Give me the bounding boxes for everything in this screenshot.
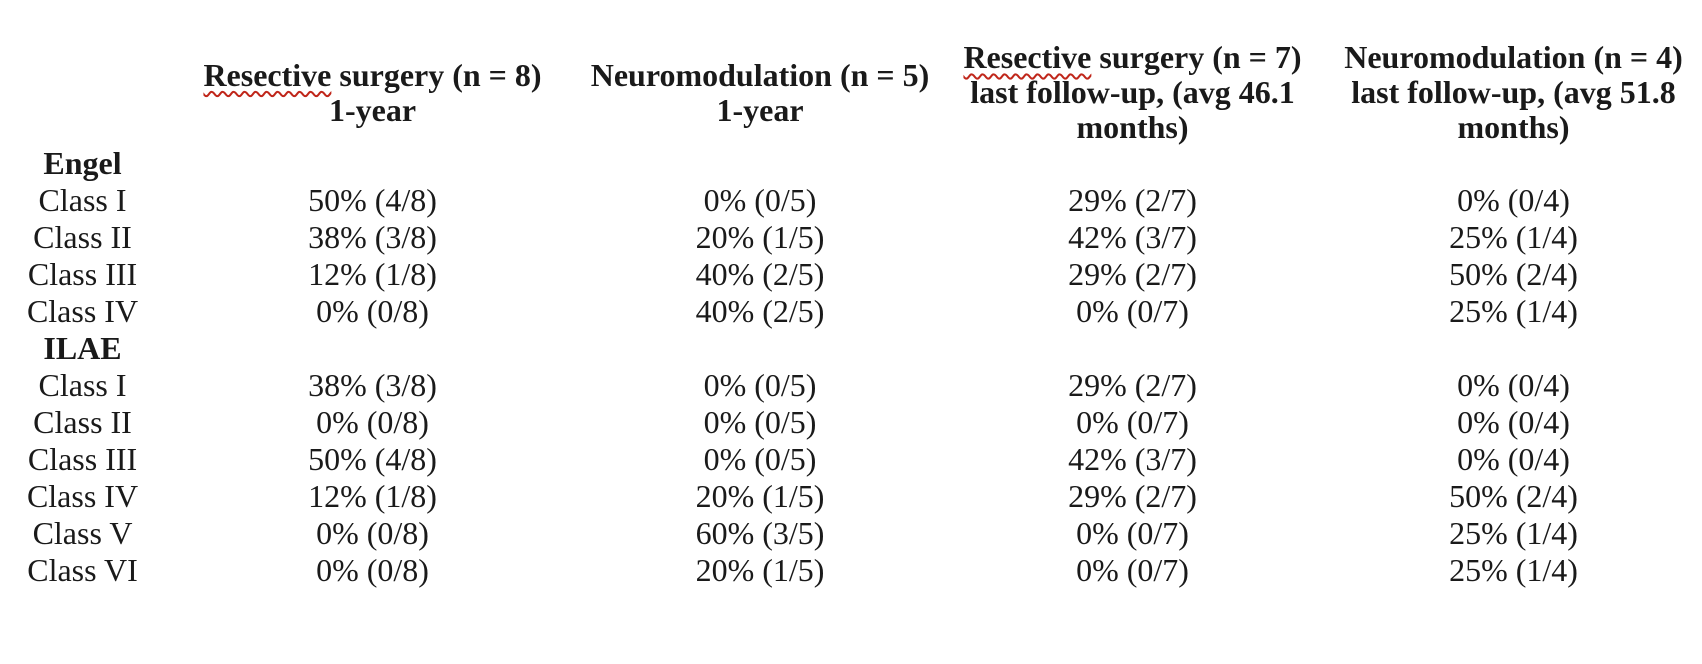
value-cell: 0% (0/7) bbox=[1076, 552, 1189, 588]
data-row: Class IV 12% (1/8) 20% (1/5) 29% (2/7) 50% (… bbox=[0, 478, 1702, 515]
empty-cell bbox=[580, 330, 940, 367]
section-label: Engel bbox=[43, 145, 122, 181]
header-line: 1-year bbox=[716, 91, 804, 128]
misspelled-word: Resective bbox=[203, 56, 332, 93]
header-corner-cell bbox=[0, 0, 165, 145]
value-cell: 42% (3/7) bbox=[1068, 219, 1197, 255]
value-cell: 20% (1/5) bbox=[695, 219, 825, 255]
data-row: Class I 50% (4/8) 0% (0/5) 29% (2/7) 0% (0/4… bbox=[0, 182, 1702, 219]
value-cell: 50% (2/4) bbox=[1449, 256, 1578, 292]
value-cell: 0% (0/8) bbox=[316, 293, 429, 329]
outcomes-table: Resective surgery (n = 8) 1-year Neuromodu… bbox=[0, 0, 1702, 589]
data-row: Class II 38% (3/8) 20% (1/5) 42% (3/7) 25% (… bbox=[0, 219, 1702, 256]
row-label: Class III bbox=[27, 441, 138, 477]
header-line: last follow-up, (avg 51.8 bbox=[1351, 74, 1676, 110]
value-cell: 50% (4/8) bbox=[308, 441, 437, 477]
value-cell: 12% (1/8) bbox=[308, 256, 437, 292]
value-cell: 38% (3/8) bbox=[308, 219, 437, 255]
header-line: last follow-up, (avg 46.1 bbox=[970, 74, 1295, 110]
column-header-neuromodulation-last-follow-up: Neuromodulation (n = 4) last follow-up, (… bbox=[1325, 0, 1702, 145]
row-label: Class I bbox=[38, 182, 127, 218]
value-cell: 0% (0/7) bbox=[1076, 515, 1189, 551]
value-cell: 0% (0/5) bbox=[703, 367, 817, 403]
header-line: months) bbox=[1076, 109, 1189, 145]
column-header-neuromodulation-1-year: Neuromodulation (n = 5) 1-year bbox=[580, 0, 940, 145]
value-cell: 0% (0/5) bbox=[703, 404, 817, 440]
data-row: Class I 38% (3/8) 0% (0/5) 29% (2/7) 0% (0/4… bbox=[0, 367, 1702, 404]
section-row-ilae: ILAE bbox=[0, 330, 1702, 367]
empty-cell bbox=[940, 145, 1325, 182]
data-row: Class VI 0% (0/8) 20% (1/5) 0% (0/7) 25% (1/… bbox=[0, 552, 1702, 589]
value-cell: 42% (3/7) bbox=[1068, 441, 1197, 477]
table-body: Engel Class I 50% (4/8) 0% (0/5) 29% (2/7) 0%… bbox=[0, 145, 1702, 589]
value-cell: 20% (1/5) bbox=[695, 552, 825, 588]
data-row: Class III 12% (1/8) 40% (2/5) 29% (2/7) 50% … bbox=[0, 256, 1702, 293]
header-line: Resective surgery (n = 8) bbox=[203, 56, 542, 93]
header-row: Resective surgery (n = 8) 1-year Neuromodu… bbox=[0, 0, 1702, 145]
row-label: Class VI bbox=[27, 552, 138, 588]
data-row: Class V 0% (0/8) 60% (3/5) 0% (0/7) 25% (1/4… bbox=[0, 515, 1702, 552]
row-label: Class IV bbox=[26, 293, 139, 329]
row-label: Class IV bbox=[26, 478, 139, 514]
value-cell: 0% (0/4) bbox=[1457, 404, 1570, 440]
value-cell: 0% (0/5) bbox=[703, 182, 817, 218]
empty-cell bbox=[1325, 330, 1702, 367]
value-cell: 0% (0/4) bbox=[1457, 441, 1570, 477]
value-cell: 12% (1/8) bbox=[308, 478, 437, 514]
value-cell: 25% (1/4) bbox=[1449, 293, 1578, 329]
data-row: Class II 0% (0/8) 0% (0/5) 0% (0/7) 0% (0/4) bbox=[0, 404, 1702, 441]
value-cell: 50% (2/4) bbox=[1449, 478, 1578, 514]
header-line: Resective surgery (n = 7) bbox=[963, 39, 1302, 75]
value-cell: 0% (0/8) bbox=[316, 515, 429, 551]
value-cell: 0% (0/7) bbox=[1076, 293, 1189, 329]
row-label: Class V bbox=[32, 515, 133, 551]
row-label: Class III bbox=[27, 256, 138, 292]
section-label: ILAE bbox=[43, 330, 122, 366]
value-cell: 25% (1/4) bbox=[1449, 515, 1578, 551]
data-row: Class IV 0% (0/8) 40% (2/5) 0% (0/7) 25% (1/… bbox=[0, 293, 1702, 330]
value-cell: 0% (0/8) bbox=[316, 404, 429, 440]
row-label: Class II bbox=[33, 219, 132, 255]
column-header-text: Resective surgery (n = 8) 1-year bbox=[165, 56, 580, 128]
column-header-resective-surgery-last-follow-up: Resective surgery (n = 7) last follow-up,… bbox=[940, 0, 1325, 145]
header-line: Neuromodulation (n = 5) bbox=[590, 56, 930, 93]
value-cell: 20% (1/5) bbox=[695, 478, 825, 514]
value-cell: 0% (0/8) bbox=[316, 552, 429, 588]
empty-cell bbox=[165, 145, 580, 182]
section-row-engel: Engel bbox=[0, 145, 1702, 182]
misspelled-word: Resective bbox=[963, 39, 1092, 75]
value-cell: 29% (2/7) bbox=[1068, 367, 1197, 403]
data-row: Class III 50% (4/8) 0% (0/5) 42% (3/7) 0% (0… bbox=[0, 441, 1702, 478]
column-header-text: Neuromodulation (n = 5) 1-year bbox=[580, 56, 940, 128]
column-header-text: Resective surgery (n = 7) last follow-up,… bbox=[940, 40, 1325, 145]
value-cell: 50% (4/8) bbox=[308, 182, 437, 218]
column-header-resective-surgery-1-year: Resective surgery (n = 8) 1-year bbox=[165, 0, 580, 145]
value-cell: 60% (3/5) bbox=[695, 515, 825, 551]
empty-cell bbox=[165, 330, 580, 367]
value-cell: 0% (0/7) bbox=[1076, 404, 1189, 440]
empty-cell bbox=[580, 145, 940, 182]
value-cell: 25% (1/4) bbox=[1449, 552, 1578, 588]
value-cell: 25% (1/4) bbox=[1449, 219, 1578, 255]
value-cell: 29% (2/7) bbox=[1068, 478, 1197, 514]
header-line: months) bbox=[1457, 109, 1570, 145]
value-cell: 40% (2/5) bbox=[695, 293, 825, 329]
header-line: 1-year bbox=[328, 91, 417, 128]
value-cell: 38% (3/8) bbox=[308, 367, 437, 403]
value-cell: 29% (2/7) bbox=[1068, 256, 1197, 292]
value-cell: 0% (0/5) bbox=[703, 441, 817, 477]
column-header-text: Neuromodulation (n = 4) last follow-up, (… bbox=[1325, 40, 1702, 145]
row-label: Class I bbox=[38, 367, 127, 403]
empty-cell bbox=[1325, 145, 1702, 182]
header-line: Neuromodulation (n = 4) bbox=[1344, 39, 1683, 75]
value-cell: 29% (2/7) bbox=[1068, 182, 1197, 218]
value-cell: 40% (2/5) bbox=[695, 256, 825, 292]
value-cell: 0% (0/4) bbox=[1457, 182, 1570, 218]
empty-cell bbox=[940, 330, 1325, 367]
value-cell: 0% (0/4) bbox=[1457, 367, 1570, 403]
row-label: Class II bbox=[33, 404, 132, 440]
